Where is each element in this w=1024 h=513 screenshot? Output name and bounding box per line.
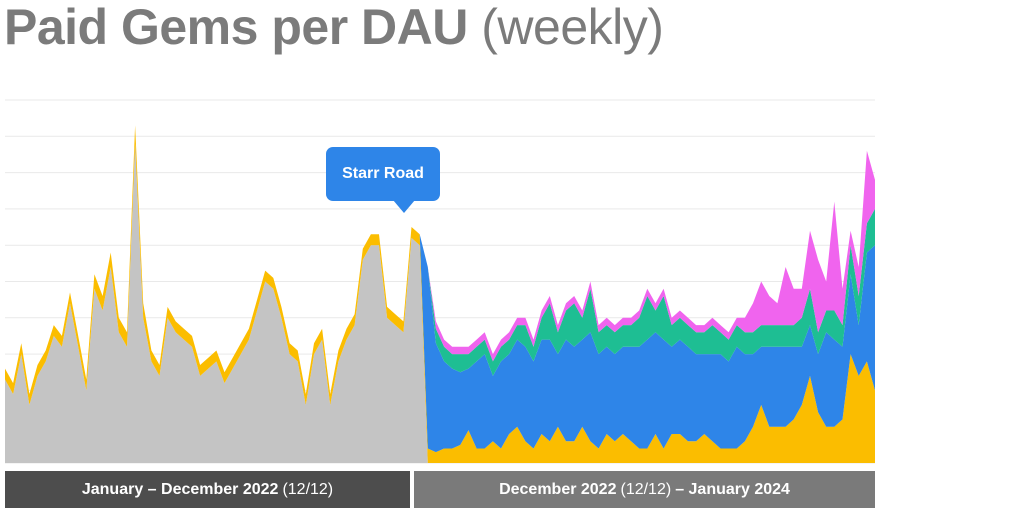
area-coins [5,125,875,464]
legend-level-up-label: Level Up [910,289,994,312]
period-2022-note: (12/12) [282,480,334,498]
legend-unlock: Unlock [885,218,1019,266]
area-series [5,125,875,464]
legend-items: Items [885,336,1019,384]
legend-items-label: Items [925,348,979,371]
annotation-callout: Starr Road [326,147,440,213]
annotation-label: Starr Road [342,165,424,182]
page-title: Paid Gems per DAU (weekly) [4,0,664,56]
area-boxes [5,143,875,463]
area-unlock [5,125,875,453]
period-2022-label: January – December 2022 [81,480,279,498]
title-sub: (weekly) [481,0,664,55]
period-2023-tail: – January 2024 [675,480,790,498]
period-bar-2023: December 2022 (12/12) – January 2024 [414,471,875,508]
legend-boxes-label: Boxes [921,113,983,136]
title-bold: Paid Gems per DAU [4,0,468,55]
legend-coins-label: Coins [924,172,980,195]
period-2023-note: (12/12) [620,480,672,498]
period-2023-label: December 2022 [499,480,617,498]
period-bar-2022: January – December 2022 (12/12) [5,471,410,508]
legend-boxes: Boxes [885,101,1019,149]
area-level-up [5,125,875,395]
legend-level-up: Level Up [885,277,1019,325]
legend-coins: Coins [885,160,1019,208]
legend-unlock-label: Unlock [918,230,986,253]
